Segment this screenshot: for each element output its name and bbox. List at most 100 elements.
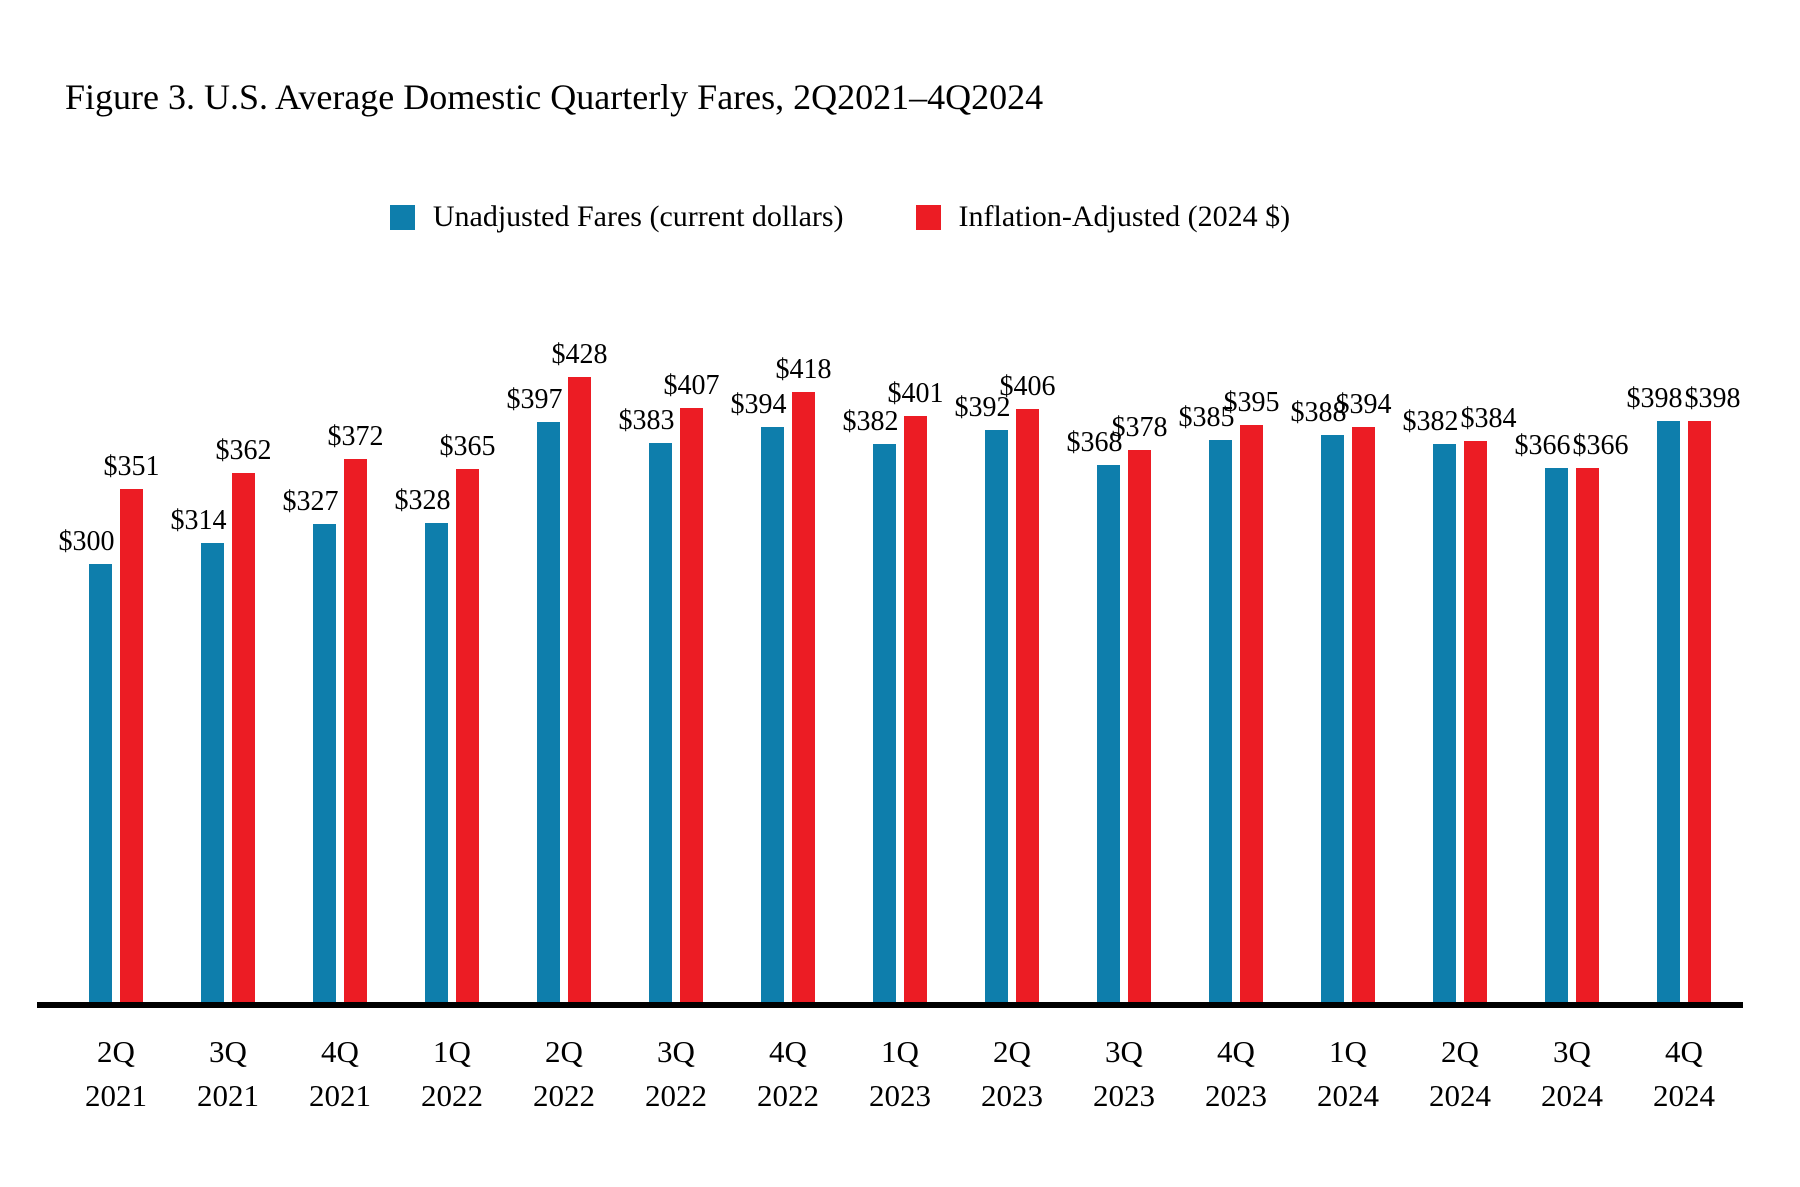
x-tick-label: 1Q 2023 xyxy=(869,1030,931,1118)
data-label-unadjusted: $383 xyxy=(618,405,675,436)
x-tick-year: 2023 xyxy=(1093,1078,1155,1114)
bar-unadjusted xyxy=(1321,435,1344,1002)
data-label-unadjusted: $366 xyxy=(1514,430,1571,461)
data-label-inflation-adjusted: $428 xyxy=(551,339,608,370)
bar-unadjusted xyxy=(1545,468,1568,1002)
data-label-inflation-adjusted: $351 xyxy=(103,451,160,482)
bar-unadjusted xyxy=(873,444,896,1002)
bar-unadjusted xyxy=(313,524,336,1002)
x-tick-year: 2021 xyxy=(197,1078,259,1114)
x-tick-year: 2023 xyxy=(981,1078,1043,1114)
data-label-inflation-adjusted: $362 xyxy=(215,435,272,466)
x-tick-quarter: 3Q xyxy=(1553,1034,1591,1069)
x-tick-quarter: 4Q xyxy=(321,1034,359,1069)
data-label-inflation-adjusted: $372 xyxy=(327,421,384,452)
x-tick-label: 3Q 2021 xyxy=(197,1030,259,1118)
x-tick-year: 2023 xyxy=(1205,1078,1267,1114)
bar-inflation-adjusted xyxy=(1688,421,1711,1002)
x-tick-year: 2024 xyxy=(1317,1078,1379,1114)
data-label-unadjusted: $300 xyxy=(58,526,115,557)
x-tick-label: 2Q 2022 xyxy=(533,1030,595,1118)
data-label-unadjusted: $368 xyxy=(1066,427,1123,458)
x-tick-quarter: 1Q xyxy=(1329,1034,1367,1069)
x-tick-quarter: 4Q xyxy=(769,1034,807,1069)
legend: Unadjusted Fares (current dollars) Infla… xyxy=(0,200,1740,234)
x-tick-label: 3Q 2023 xyxy=(1093,1030,1155,1118)
data-label-inflation-adjusted: $395 xyxy=(1223,387,1280,418)
bar-inflation-adjusted xyxy=(1464,441,1487,1002)
bar-unadjusted xyxy=(985,430,1008,1002)
bar-inflation-adjusted xyxy=(232,473,255,1002)
x-tick-quarter: 4Q xyxy=(1665,1034,1703,1069)
x-tick-quarter: 2Q xyxy=(993,1034,1031,1069)
data-label-unadjusted: $382 xyxy=(1402,406,1459,437)
bar-unadjusted xyxy=(761,427,784,1002)
x-tick-year: 2022 xyxy=(533,1078,595,1114)
bar-unadjusted xyxy=(1097,465,1120,1002)
x-tick-quarter: 3Q xyxy=(657,1034,695,1069)
x-tick-quarter: 2Q xyxy=(1441,1034,1479,1069)
chart-title: Figure 3. U.S. Average Domestic Quarterl… xyxy=(65,77,1044,117)
x-tick-quarter: 1Q xyxy=(433,1034,471,1069)
x-tick-label: 3Q 2022 xyxy=(645,1030,707,1118)
bar-inflation-adjusted xyxy=(904,416,927,1002)
data-label-unadjusted: $385 xyxy=(1178,402,1235,433)
bar-inflation-adjusted xyxy=(568,377,591,1002)
x-tick-label: 2Q 2021 xyxy=(85,1030,147,1118)
bar-unadjusted xyxy=(537,422,560,1002)
x-tick-year: 2022 xyxy=(757,1078,819,1114)
x-tick-year: 2021 xyxy=(85,1078,147,1114)
bar-unadjusted xyxy=(1657,421,1680,1002)
bar-unadjusted xyxy=(425,523,448,1002)
data-label-unadjusted: $382 xyxy=(842,406,899,437)
x-tick-quarter: 3Q xyxy=(1105,1034,1143,1069)
data-label-inflation-adjusted: $407 xyxy=(663,370,720,401)
x-axis-line xyxy=(37,1002,1743,1008)
x-tick-quarter: 3Q xyxy=(209,1034,247,1069)
legend-swatch-unadjusted-icon xyxy=(389,204,415,230)
legend-item-unadjusted: Unadjusted Fares (current dollars) xyxy=(389,200,844,234)
data-label-unadjusted: $388 xyxy=(1290,397,1347,428)
x-tick-label: 3Q 2024 xyxy=(1541,1030,1603,1118)
bar-inflation-adjusted xyxy=(1240,425,1263,1002)
data-label-unadjusted: $314 xyxy=(170,505,227,536)
data-label-inflation-adjusted: $406 xyxy=(999,371,1056,402)
x-tick-label: 4Q 2024 xyxy=(1653,1030,1715,1118)
data-label-inflation-adjusted: $418 xyxy=(775,354,832,385)
legend-label-adjusted: Inflation-Adjusted (2024 $) xyxy=(958,200,1291,233)
data-label-unadjusted: $398 xyxy=(1626,383,1683,414)
data-label-inflation-adjusted: $394 xyxy=(1335,389,1392,420)
x-tick-label: 2Q 2024 xyxy=(1429,1030,1491,1118)
x-tick-label: 4Q 2023 xyxy=(1205,1030,1267,1118)
data-label-unadjusted: $397 xyxy=(506,384,563,415)
x-tick-label: 4Q 2021 xyxy=(309,1030,371,1118)
data-label-inflation-adjusted: $384 xyxy=(1460,403,1517,434)
x-tick-quarter: 2Q xyxy=(545,1034,583,1069)
data-label-inflation-adjusted: $378 xyxy=(1111,412,1168,443)
legend-swatch-adjusted-icon xyxy=(915,204,941,230)
x-tick-year: 2024 xyxy=(1653,1078,1715,1114)
data-label-inflation-adjusted: $401 xyxy=(887,378,944,409)
data-label-unadjusted: $394 xyxy=(730,389,787,420)
bar-unadjusted xyxy=(1433,444,1456,1002)
bar-inflation-adjusted xyxy=(792,392,815,1002)
x-tick-year: 2022 xyxy=(645,1078,707,1114)
data-label-unadjusted: $328 xyxy=(394,485,451,516)
bar-unadjusted xyxy=(89,564,112,1002)
legend-label-unadjusted: Unadjusted Fares (current dollars) xyxy=(432,200,844,233)
data-label-inflation-adjusted: $366 xyxy=(1572,430,1629,461)
x-tick-year: 2023 xyxy=(869,1078,931,1114)
x-tick-label: 4Q 2022 xyxy=(757,1030,819,1118)
bar-inflation-adjusted xyxy=(680,408,703,1002)
bar-inflation-adjusted xyxy=(344,459,367,1002)
legend-item-adjusted: Inflation-Adjusted (2024 $) xyxy=(915,200,1291,234)
bar-inflation-adjusted xyxy=(1576,468,1599,1002)
bar-unadjusted xyxy=(201,543,224,1002)
x-tick-label: 2Q 2023 xyxy=(981,1030,1043,1118)
bar-inflation-adjusted xyxy=(1016,409,1039,1002)
x-tick-year: 2022 xyxy=(421,1078,483,1114)
x-tick-year: 2024 xyxy=(1429,1078,1491,1114)
bar-inflation-adjusted xyxy=(456,469,479,1002)
x-tick-year: 2024 xyxy=(1541,1078,1603,1114)
